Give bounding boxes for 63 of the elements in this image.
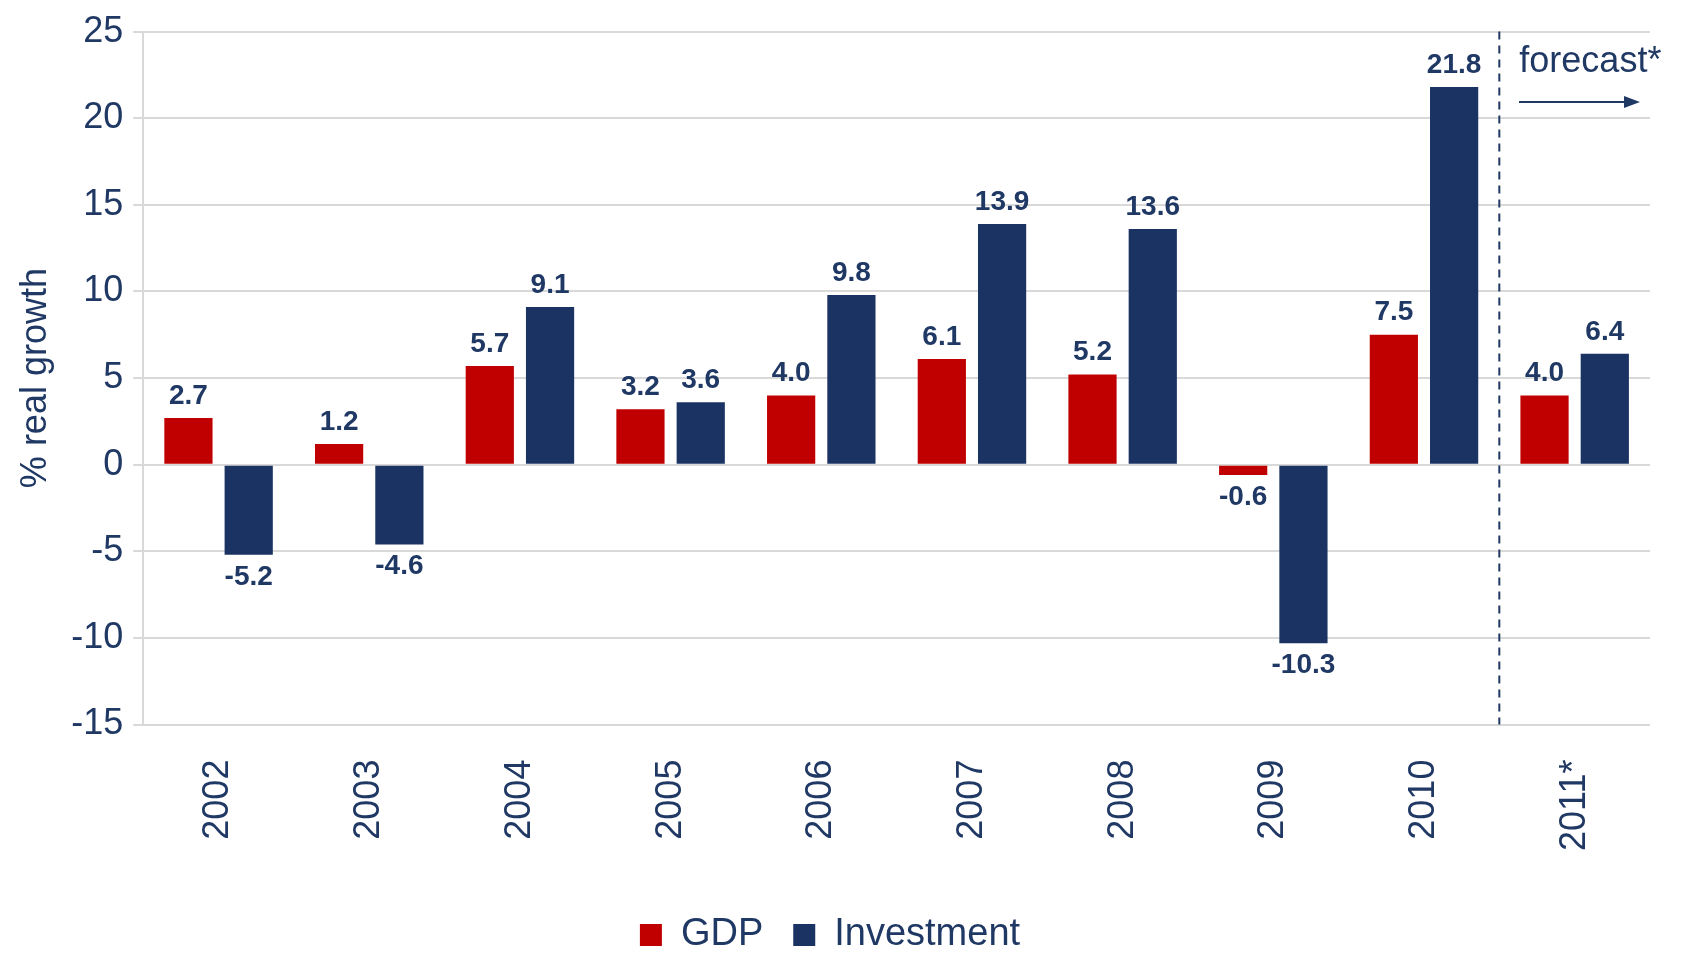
x-tick-label: 2004 bbox=[496, 759, 538, 840]
bar bbox=[1128, 229, 1177, 464]
legend-label: GDP bbox=[680, 911, 764, 954]
data-label: 6.4 bbox=[1585, 314, 1625, 346]
bar bbox=[977, 223, 1027, 464]
data-label: 5.7 bbox=[470, 326, 510, 358]
data-label: -5.2 bbox=[224, 559, 273, 591]
x-tick-label: 2009 bbox=[1250, 759, 1292, 840]
y-tick-label: 25 bbox=[83, 8, 124, 50]
bar bbox=[1068, 374, 1117, 464]
y-tick-label: -5 bbox=[91, 528, 124, 570]
y-tick-label: 5 bbox=[103, 355, 124, 397]
data-label: 4.0 bbox=[771, 356, 811, 388]
x-tick-label: 2005 bbox=[647, 759, 689, 840]
data-label: -0.6 bbox=[1219, 479, 1268, 511]
data-label: 3.2 bbox=[621, 369, 660, 401]
data-label: 21.8 bbox=[1426, 47, 1482, 79]
data-label: 9.1 bbox=[530, 267, 570, 299]
bar bbox=[676, 402, 725, 464]
x-tick-label: 2002 bbox=[195, 759, 237, 840]
data-label: 1.2 bbox=[319, 404, 359, 436]
bar bbox=[827, 294, 876, 464]
bar bbox=[315, 443, 364, 464]
bar bbox=[1580, 353, 1629, 464]
bar bbox=[767, 395, 816, 464]
bar bbox=[1430, 87, 1479, 464]
x-tick-label: 2006 bbox=[798, 759, 840, 840]
bar bbox=[375, 465, 424, 545]
bar bbox=[465, 365, 514, 464]
y-tick-label: 0 bbox=[103, 441, 124, 483]
bar bbox=[164, 417, 213, 464]
data-label: 3.6 bbox=[681, 363, 721, 395]
data-label: 13.9 bbox=[974, 184, 1030, 216]
bar bbox=[224, 465, 273, 555]
y-tick-label: 20 bbox=[83, 95, 124, 137]
data-label: 6.1 bbox=[922, 319, 962, 351]
ref-line-label: forecast* bbox=[1519, 38, 1662, 80]
data-label: 13.6 bbox=[1125, 189, 1181, 221]
bar bbox=[1369, 334, 1418, 464]
x-tick-label: 2008 bbox=[1099, 759, 1141, 840]
y-tick-label: 10 bbox=[83, 268, 124, 310]
data-label: 2.7 bbox=[168, 378, 208, 410]
bar bbox=[525, 307, 575, 464]
y-axis-title: % real growth bbox=[12, 268, 54, 489]
y-tick-label: -10 bbox=[71, 614, 124, 656]
x-tick-label: 2003 bbox=[346, 759, 388, 840]
legend-label: Investment bbox=[834, 911, 1021, 954]
bar bbox=[616, 409, 665, 464]
x-tick-label: 2011* bbox=[1551, 759, 1593, 852]
bar bbox=[917, 359, 966, 464]
data-label: -4.6 bbox=[375, 549, 424, 581]
data-label: 4.0 bbox=[1525, 356, 1564, 388]
data-label: 9.8 bbox=[831, 255, 871, 287]
bar bbox=[1520, 395, 1569, 464]
bar bbox=[1279, 465, 1328, 644]
y-tick-label: 15 bbox=[83, 181, 124, 223]
x-tick-label: 2007 bbox=[948, 759, 990, 840]
data-label: -10.3 bbox=[1271, 647, 1336, 679]
bar bbox=[1219, 465, 1268, 476]
data-label: 5.2 bbox=[1073, 335, 1112, 367]
data-label: 7.5 bbox=[1374, 295, 1414, 327]
x-tick-label: 2010 bbox=[1400, 759, 1442, 840]
y-tick-label: -15 bbox=[71, 701, 124, 743]
